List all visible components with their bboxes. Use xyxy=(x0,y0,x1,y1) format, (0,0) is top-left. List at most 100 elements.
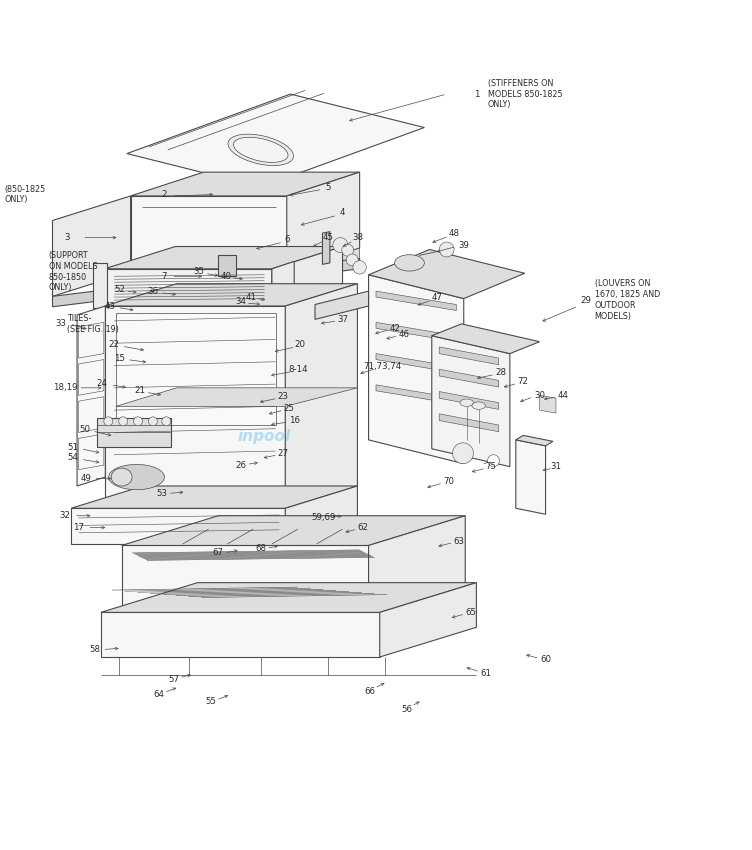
Polygon shape xyxy=(380,582,477,657)
Text: 45: 45 xyxy=(322,233,333,242)
Polygon shape xyxy=(323,232,330,264)
Circle shape xyxy=(353,261,366,274)
Text: 43: 43 xyxy=(105,302,115,310)
Text: 37: 37 xyxy=(337,314,348,324)
Text: 32: 32 xyxy=(59,511,71,520)
Text: 28: 28 xyxy=(496,368,506,377)
Polygon shape xyxy=(97,417,171,447)
Text: 26: 26 xyxy=(235,461,246,470)
Polygon shape xyxy=(285,486,357,544)
Text: 53: 53 xyxy=(156,489,168,498)
Polygon shape xyxy=(376,322,456,342)
Polygon shape xyxy=(131,196,287,272)
Text: 24: 24 xyxy=(97,379,108,388)
Text: 59,69: 59,69 xyxy=(312,513,336,522)
Polygon shape xyxy=(376,292,456,310)
Polygon shape xyxy=(71,486,357,508)
Polygon shape xyxy=(105,306,285,508)
Text: (850-1825
ONLY): (850-1825 ONLY) xyxy=(5,184,45,204)
Text: 55: 55 xyxy=(205,697,217,706)
Text: TILES-
(SEE FIG. 19): TILES- (SEE FIG. 19) xyxy=(67,314,119,334)
Polygon shape xyxy=(78,322,104,358)
Polygon shape xyxy=(376,385,456,405)
Ellipse shape xyxy=(111,468,132,486)
Circle shape xyxy=(346,254,358,266)
Ellipse shape xyxy=(233,138,288,162)
Circle shape xyxy=(162,416,171,426)
Text: 30: 30 xyxy=(534,391,545,399)
Text: 27: 27 xyxy=(277,449,289,458)
Text: 75: 75 xyxy=(486,462,497,471)
Text: 66: 66 xyxy=(365,687,375,696)
Polygon shape xyxy=(131,272,287,282)
Polygon shape xyxy=(439,414,499,432)
Text: 49: 49 xyxy=(80,474,92,483)
Polygon shape xyxy=(368,250,525,298)
Polygon shape xyxy=(122,516,465,546)
Text: 17: 17 xyxy=(73,523,84,532)
Text: 54: 54 xyxy=(67,453,78,462)
Text: inpool: inpool xyxy=(238,428,291,444)
Text: 35: 35 xyxy=(193,267,205,276)
Ellipse shape xyxy=(395,255,424,271)
Polygon shape xyxy=(516,435,553,445)
Ellipse shape xyxy=(228,134,293,166)
Text: 31: 31 xyxy=(550,462,562,471)
Text: 23: 23 xyxy=(277,392,289,401)
Text: 46: 46 xyxy=(399,330,410,339)
Polygon shape xyxy=(439,369,499,387)
Polygon shape xyxy=(53,196,131,297)
Text: 25: 25 xyxy=(284,404,295,413)
Polygon shape xyxy=(93,263,107,308)
Ellipse shape xyxy=(460,399,474,406)
Polygon shape xyxy=(439,347,499,365)
Text: 61: 61 xyxy=(481,669,492,678)
Circle shape xyxy=(134,416,142,426)
Polygon shape xyxy=(263,284,272,314)
Text: 29: 29 xyxy=(581,296,591,304)
Polygon shape xyxy=(105,269,272,306)
Text: 52: 52 xyxy=(114,285,125,294)
Polygon shape xyxy=(122,546,368,612)
Text: 68: 68 xyxy=(255,544,266,553)
Text: (STIFFENERS ON
MODELS 850-1825
ONLY): (STIFFENERS ON MODELS 850-1825 ONLY) xyxy=(487,79,562,110)
Polygon shape xyxy=(368,516,465,612)
Text: 3: 3 xyxy=(65,233,70,242)
Circle shape xyxy=(439,242,454,257)
Polygon shape xyxy=(116,314,275,425)
Text: 56: 56 xyxy=(402,705,413,714)
Text: 63: 63 xyxy=(453,536,465,546)
Text: 64: 64 xyxy=(153,689,165,699)
Text: 20: 20 xyxy=(295,340,305,349)
Polygon shape xyxy=(116,388,357,406)
Text: 48: 48 xyxy=(449,229,459,238)
Polygon shape xyxy=(432,336,510,467)
Text: 39: 39 xyxy=(458,241,469,250)
Text: 2: 2 xyxy=(162,190,167,199)
Polygon shape xyxy=(540,395,556,413)
Text: 7: 7 xyxy=(162,272,167,280)
Text: 60: 60 xyxy=(540,655,551,665)
Polygon shape xyxy=(439,392,499,410)
Polygon shape xyxy=(287,248,359,282)
Text: 6: 6 xyxy=(284,235,290,244)
Polygon shape xyxy=(101,612,380,657)
Text: 72: 72 xyxy=(517,377,529,387)
Text: 65: 65 xyxy=(465,608,477,617)
Polygon shape xyxy=(131,173,359,196)
Polygon shape xyxy=(376,354,456,373)
Text: 57: 57 xyxy=(168,675,179,684)
Text: 47: 47 xyxy=(432,292,442,302)
Circle shape xyxy=(342,244,353,256)
Polygon shape xyxy=(218,256,236,276)
Text: 42: 42 xyxy=(389,324,400,333)
Text: 33: 33 xyxy=(55,320,66,328)
Polygon shape xyxy=(432,324,540,354)
Text: 70: 70 xyxy=(444,477,454,486)
Polygon shape xyxy=(315,292,368,320)
Text: 38: 38 xyxy=(353,233,364,242)
Polygon shape xyxy=(78,397,104,433)
Polygon shape xyxy=(78,434,104,469)
Text: 41: 41 xyxy=(246,292,256,302)
Polygon shape xyxy=(71,508,285,544)
